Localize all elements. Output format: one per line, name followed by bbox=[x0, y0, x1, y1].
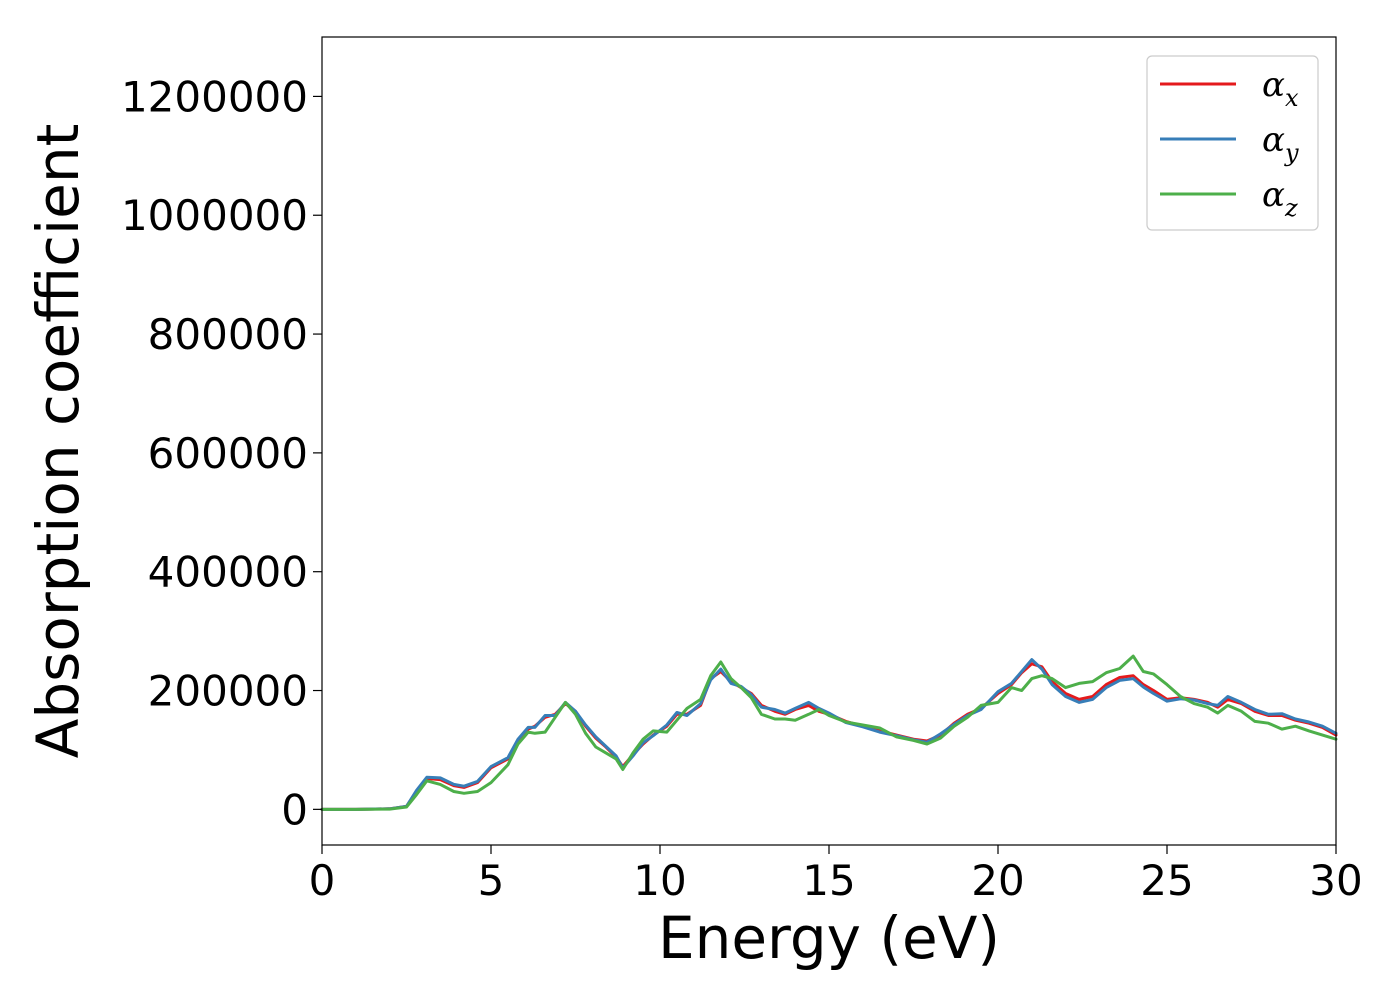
legend-label-y: αy bbox=[1262, 120, 1299, 167]
y-tick-label: 0 bbox=[281, 785, 308, 834]
y-tick-label: 600000 bbox=[148, 429, 308, 478]
series-line-y bbox=[320, 658, 1338, 811]
series-layer bbox=[320, 654, 1338, 811]
legend-subscript: x bbox=[1285, 84, 1299, 112]
legend-label-x: αx bbox=[1262, 65, 1299, 112]
y-axis-label: Absorption coefficient bbox=[24, 124, 92, 759]
x-tick-label: 10 bbox=[633, 856, 686, 905]
x-tick-label: 25 bbox=[1140, 856, 1193, 905]
legend-subscript: y bbox=[1284, 139, 1299, 167]
legend-box bbox=[1146, 55, 1319, 231]
y-tick-label: 1200000 bbox=[121, 72, 308, 121]
y-tick-label: 1000000 bbox=[121, 191, 308, 240]
x-tick-label: 30 bbox=[1309, 856, 1362, 905]
legend-symbol: α bbox=[1262, 175, 1285, 215]
legend-symbol: α bbox=[1262, 65, 1285, 105]
series-line-z bbox=[320, 654, 1338, 811]
y-tick-label: 800000 bbox=[148, 310, 308, 359]
x-tick-label: 5 bbox=[478, 856, 505, 905]
x-tick-label: 15 bbox=[802, 856, 855, 905]
y-tick-label: 200000 bbox=[148, 667, 308, 716]
x-axis-label: Energy (eV) bbox=[658, 904, 1000, 972]
x-axis-ticks: 0 5 10 15 20 25 30 bbox=[309, 845, 1363, 905]
y-axis-ticks: 0 200000 400000 600000 800000 1000000 1200000 bbox=[121, 72, 322, 834]
x-tick-label: 0 bbox=[309, 856, 336, 905]
legend-subscript: z bbox=[1284, 194, 1298, 222]
legend-label-z: αz bbox=[1262, 175, 1298, 222]
legend-symbol: α bbox=[1262, 120, 1285, 160]
x-tick-label: 20 bbox=[971, 856, 1024, 905]
y-tick-label: 400000 bbox=[148, 548, 308, 597]
